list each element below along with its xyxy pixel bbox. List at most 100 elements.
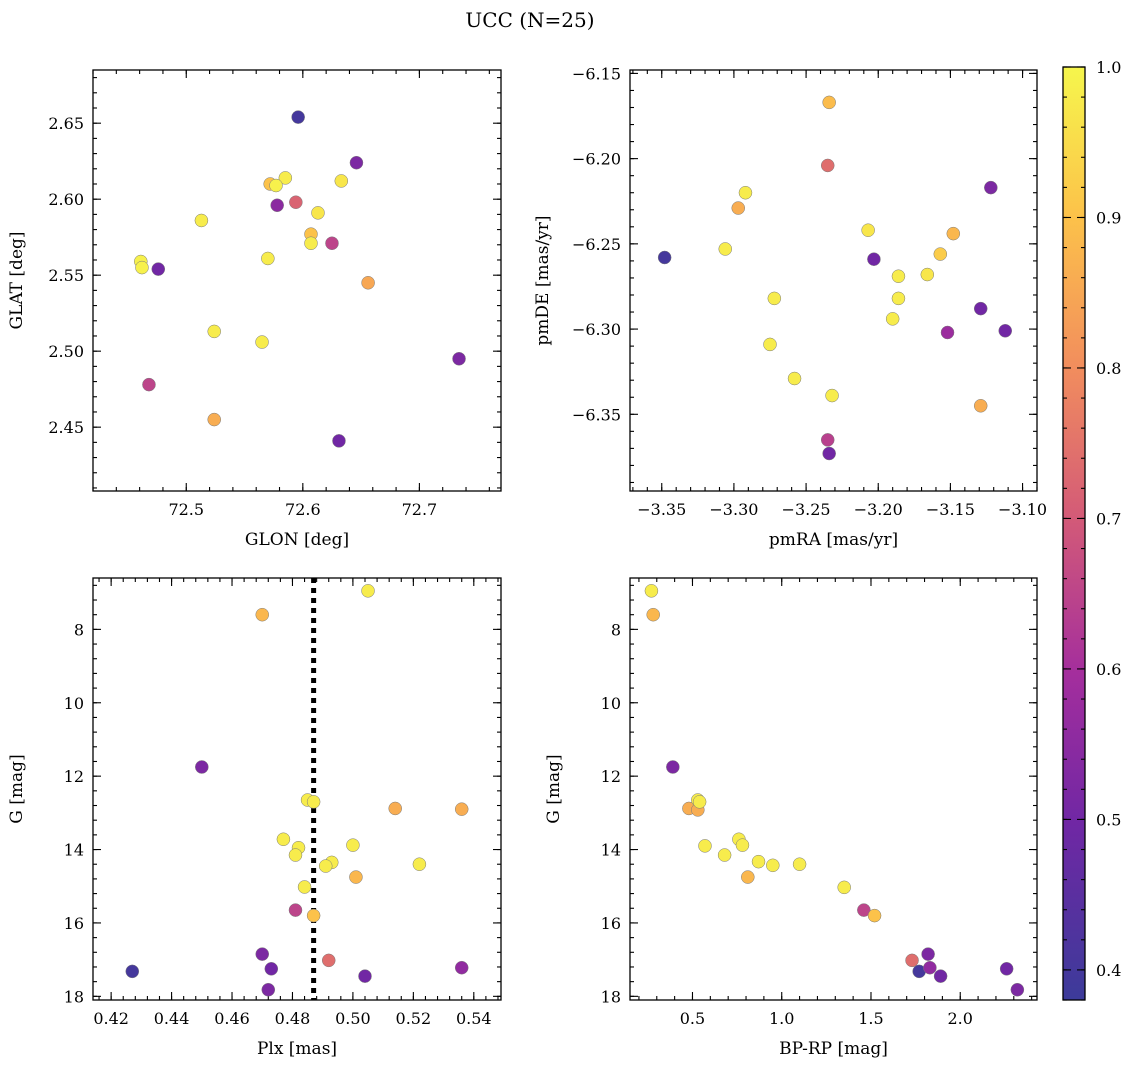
x-tick-label: 1.0 [769,1009,794,1028]
scatter-point [325,236,339,251]
scatter-point [388,801,402,816]
scatter-point [291,110,305,124]
scatter-point [125,964,140,979]
x-axis-label: BP-RP [mag] [779,1039,888,1059]
scatter-point [787,371,802,386]
x-axis-label: GLON [deg] [245,530,349,550]
scatter-point [766,858,780,873]
colorbar-frame [1062,66,1086,1001]
scatter-point [973,399,988,413]
scatter-point [207,324,221,339]
y-tick-label: 8 [74,620,84,639]
scatter-point [692,795,707,809]
scatter-point [763,337,777,352]
scatter-point [454,802,469,816]
colorbar-tick-label: 1.0 [1096,58,1121,77]
y-tick-label: 12 [64,767,84,786]
y-tick-label: 10 [64,694,84,713]
scatter-point [717,848,732,862]
y-tick-label: 16 [601,914,621,933]
colorbar-tick-label: 0.5 [1096,810,1121,829]
scatter-point [946,226,961,241]
scatter-point [646,607,660,622]
scatter-point [867,908,882,923]
scatter-point [822,95,836,110]
scatter-point [718,242,733,256]
scatter-point [933,247,948,261]
panel-plx: 0.42 0.44 0.46 0.48 0.50 0.52 0.54 8 10 12 14 16 18 P… [7,577,502,1059]
x-tick-label: 0.54 [456,1009,492,1028]
y-tick-label: 14 [64,841,84,860]
x-tick-label: −3.25 [782,500,831,519]
scatter-point [412,857,427,871]
colorbar: 0.4 0.5 0.6 0.7 0.8 0.9 1.0 [1062,58,1121,1001]
y-tick-label: 18 [64,987,84,1006]
scatter-point [1010,982,1025,997]
scatter-point [297,880,312,894]
y-tick-label: 18 [601,987,621,1006]
panel-sky: 72.5 72.6 72.7 2.45 2.50 2.55 2.60 2.65 GLON [de… [7,69,502,550]
y-tick-label: 2.55 [48,266,84,285]
y-tick-label: −6.35 [572,405,621,424]
scatter-point [261,982,276,997]
colorbar-tick-label: 0.6 [1096,660,1121,679]
y-tick-label: 10 [601,694,621,713]
scatter-point [321,953,336,968]
scatter-point [933,969,948,983]
x-tick-label: 0.42 [93,1009,129,1028]
y-tick-label: 2.65 [48,114,84,133]
scatter-point [358,969,372,983]
y-tick-label: −6.25 [572,235,621,254]
scatter-point [741,870,755,884]
x-axis-label: Plx [mas] [257,1039,337,1059]
x-tick-label: 0.5 [680,1009,705,1028]
scatter-point [452,352,466,366]
x-tick-label: 72.7 [402,500,438,519]
scatter-point [361,584,375,598]
panel-pm: −3.35 −3.30 −3.25 −3.20 −3.15 −3.10 −6.35 −6.30… [533,64,1047,550]
scatter-point [288,848,303,862]
x-axis-label: pmRA [mas/yr] [769,530,898,550]
colorbar-tick-label: 0.8 [1096,359,1121,378]
x-tick-label: 1.5 [858,1009,883,1028]
y-tick-label: 12 [601,767,621,786]
scatter-point [332,434,346,448]
scatter-point [255,947,269,961]
scatter-point [921,947,935,961]
scatter-point [940,325,955,340]
scatter-point [349,870,363,884]
scatter-point [261,251,275,266]
x-tick-label: 0.44 [154,1009,190,1028]
y-axis-label: G [mag] [544,754,564,823]
x-tick-label: −3.35 [637,500,686,519]
scatter-point [905,953,919,968]
scatter-point [857,903,871,917]
scatter-point [454,960,469,975]
y-axis-label: GLAT [deg] [7,231,27,329]
x-tick-label: −3.15 [926,500,975,519]
axes-frame [92,577,502,1001]
scatter-point [194,213,209,228]
scatter-point [311,206,325,220]
scatter-point [361,276,375,290]
y-tick-label: 14 [601,841,621,860]
scatter-point [289,195,303,209]
scatter-point [891,269,906,283]
scatter-point [346,838,360,852]
scatter-point [278,171,293,185]
colorbar-gradient [1063,67,1085,1000]
scatter-point [973,301,988,316]
scatter-point [644,584,659,598]
y-tick-label: 16 [64,914,84,933]
scatter-point [349,155,364,170]
y-axis-label: G [mag] [7,754,27,823]
x-tick-label: 72.5 [168,500,204,519]
y-tick-label: 2.50 [48,342,84,361]
scatter-point [861,223,875,237]
scatter-point [731,201,745,215]
y-tick-label: 2.60 [48,190,84,209]
y-tick-label: 2.45 [48,418,84,437]
x-tick-label: 72.6 [285,500,321,519]
scatter-point [998,324,1012,338]
